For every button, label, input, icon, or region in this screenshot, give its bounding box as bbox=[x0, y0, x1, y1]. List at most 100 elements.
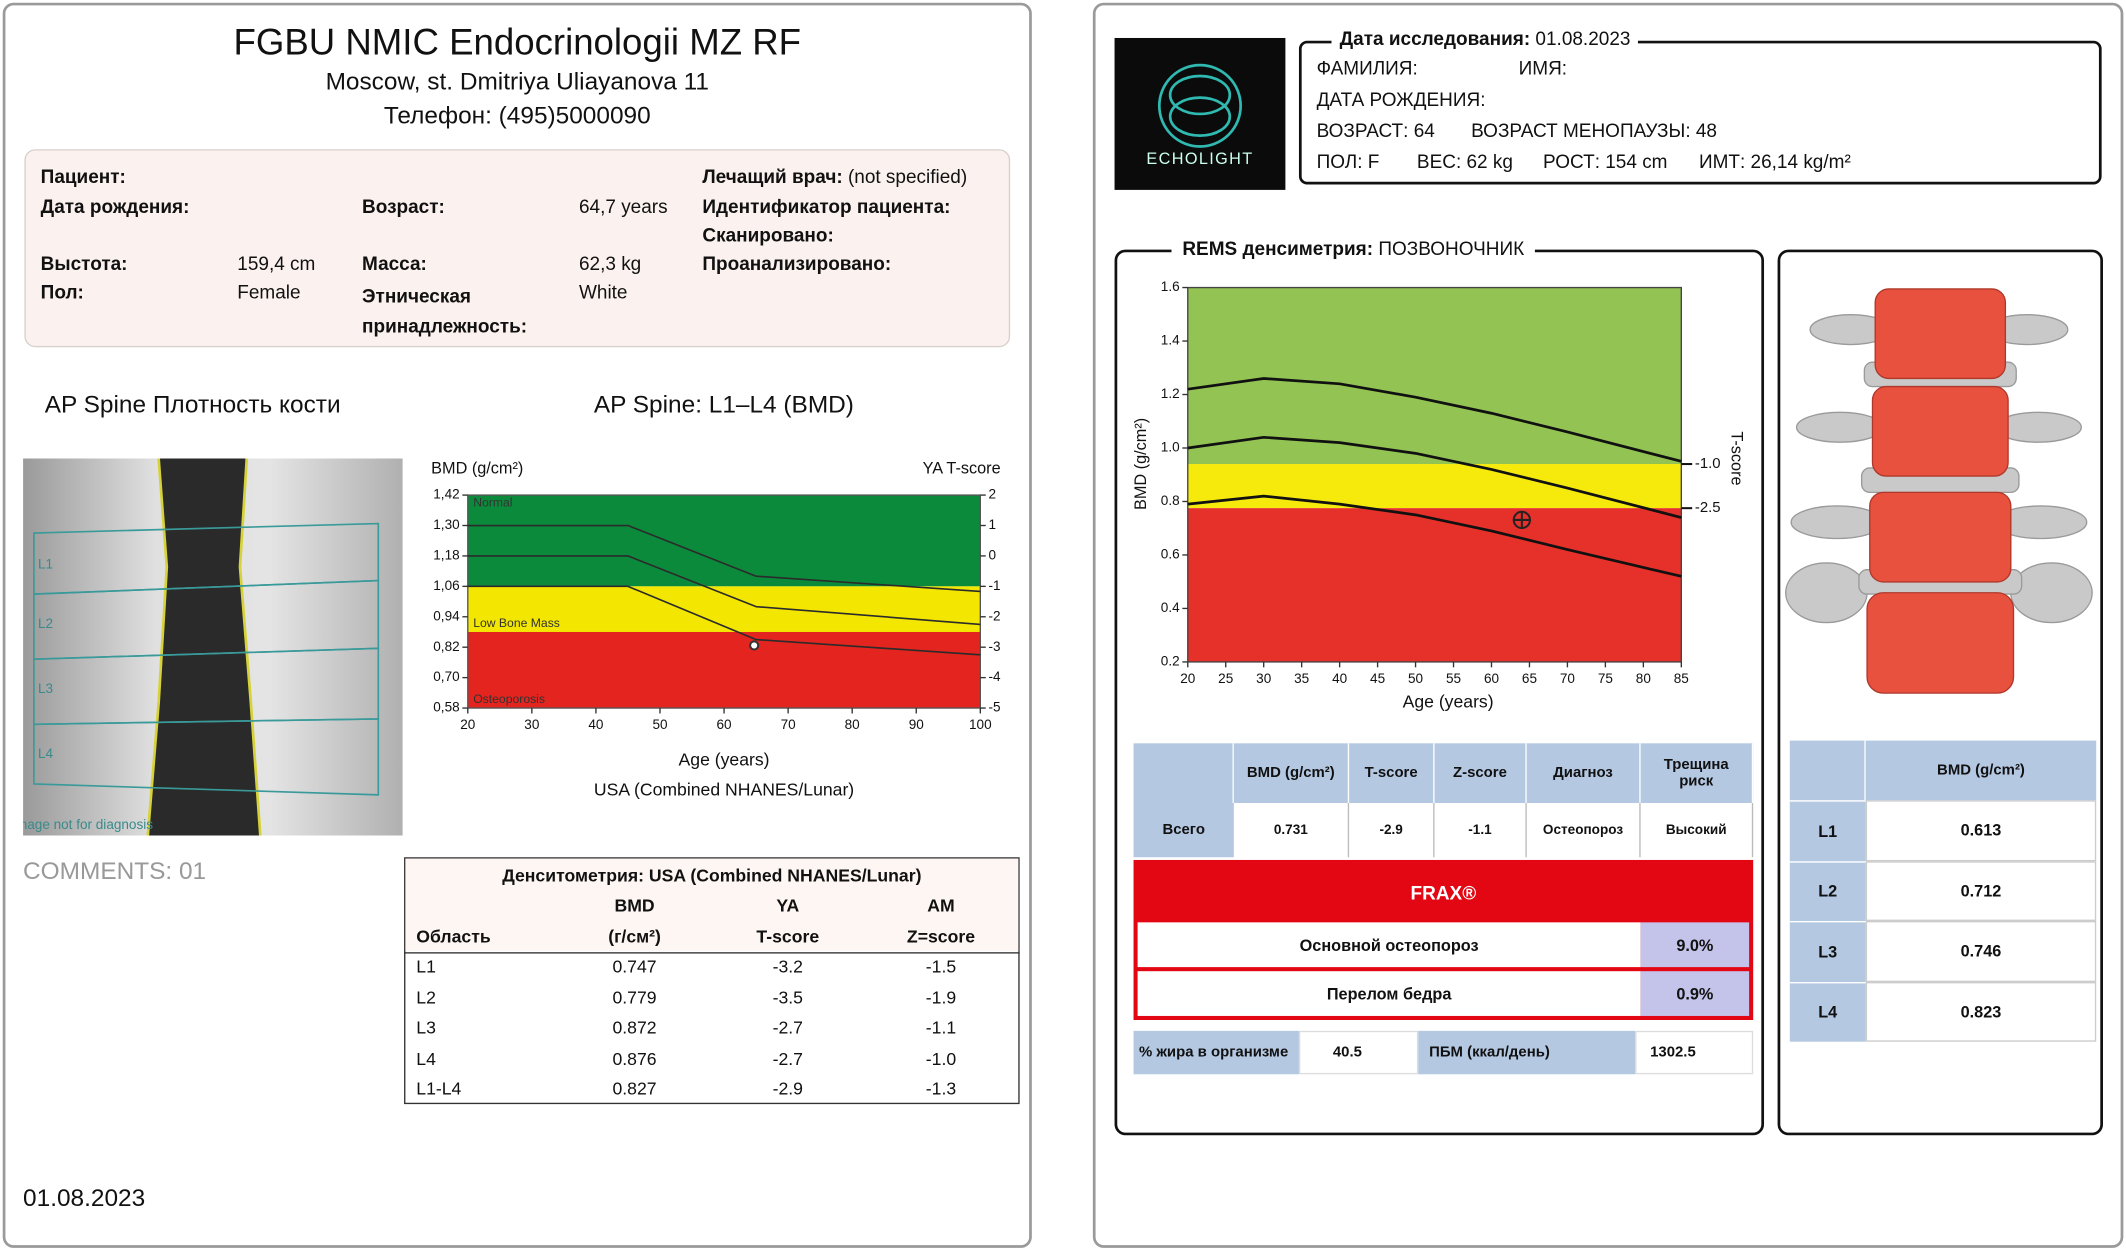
clinic-title: FGBU NMIC Endocrinologii MZ RF bbox=[233, 21, 802, 63]
roi-label: L1 bbox=[38, 556, 53, 571]
label: ФАМИЛИЯ: bbox=[1316, 56, 1418, 79]
label: Дата исследования: bbox=[1339, 27, 1531, 49]
row-header: L4 bbox=[1789, 981, 1866, 1042]
table-corner bbox=[1789, 740, 1866, 801]
value: Female bbox=[237, 280, 301, 303]
value: 01.08.2023 bbox=[1535, 27, 1631, 49]
row-header: L3 bbox=[1789, 920, 1866, 982]
value: 62,3 kg bbox=[578, 252, 642, 274]
label: Проанализировано: bbox=[702, 252, 892, 274]
body-label: ПБМ (ккал/день) bbox=[1418, 1030, 1636, 1075]
roi-label: L4 bbox=[38, 746, 54, 761]
table-cell: L2 bbox=[416, 986, 436, 1008]
label: Дата рождения: bbox=[40, 195, 190, 218]
column-header: Z-score bbox=[1434, 743, 1527, 803]
value: РОСТ: 154 cm bbox=[1543, 150, 1668, 173]
watermark: Image not for diagnosis bbox=[23, 817, 153, 832]
table-cell: 0.731 bbox=[1234, 802, 1350, 858]
vertebra-model bbox=[1785, 288, 2093, 694]
value: 64,7 years bbox=[578, 195, 668, 218]
column-header: T-score bbox=[1349, 743, 1435, 803]
table-cell: 0.823 bbox=[1865, 981, 2097, 1042]
logo-text: ECHOLIGHT bbox=[1146, 149, 1254, 169]
table-cell: -3.5 bbox=[772, 986, 803, 1008]
left-panel bbox=[2, 2, 1032, 1248]
value: ВЕС: 62 kg bbox=[1416, 150, 1513, 173]
table-corner bbox=[1133, 743, 1234, 803]
frax-label: Основной остеопороз bbox=[1137, 922, 1641, 968]
column-header: Область bbox=[416, 926, 491, 947]
header-rule bbox=[404, 952, 1020, 954]
patient-box bbox=[24, 149, 1011, 348]
clinic-address: Moscow, st. Dmitriya Uliayanova 11 bbox=[325, 67, 709, 95]
table-cell: 0.872 bbox=[612, 1017, 657, 1038]
label: Идентификатор пациента: bbox=[702, 195, 951, 218]
label: Возраст: bbox=[362, 195, 445, 218]
chart-heading: AP Spine: L1–L4 (BMD) bbox=[593, 390, 854, 418]
comments: COMMENTS: 01 bbox=[23, 857, 207, 885]
column-header: Диагноз bbox=[1526, 743, 1641, 803]
table-cell: 0.827 bbox=[612, 1078, 657, 1099]
spine-image: L1 L2 L3 L4 Image not for diagnosis bbox=[23, 458, 403, 836]
table-cell: L1-L4 bbox=[416, 1078, 462, 1099]
body-value: 40.5 bbox=[1298, 1030, 1419, 1075]
table-header-bg bbox=[405, 858, 1019, 951]
spine-shadow bbox=[147, 458, 261, 836]
value: White bbox=[578, 280, 628, 303]
label: Этническая принадлежность: bbox=[362, 284, 528, 337]
value: ВОЗРАСТ МЕНОПАУЗЫ: 48 bbox=[1471, 119, 1717, 142]
body-value: 1302.5 bbox=[1635, 1030, 1754, 1075]
table-cell: L1 bbox=[416, 956, 436, 977]
table-cell: -1.5 bbox=[925, 956, 957, 977]
image-title: AP Spine Плотность кости bbox=[44, 390, 341, 418]
value: 159,4 cm bbox=[237, 252, 316, 274]
table-cell: -1.0 bbox=[925, 1047, 957, 1069]
table-cell: L3 bbox=[416, 1017, 436, 1038]
frax-label: Перелом бедра bbox=[1137, 971, 1641, 1016]
label: REMS денсиметрия: bbox=[1182, 237, 1374, 260]
table-cell: 0.746 bbox=[1865, 920, 2097, 982]
exam-date: Дата исследования: 01.08.2023 bbox=[1331, 27, 1639, 49]
row-header: Всего bbox=[1133, 802, 1234, 858]
table-cell: Остеопороз bbox=[1527, 802, 1641, 858]
table-cell: -2.7 bbox=[772, 1017, 803, 1038]
label: ДАТА РОЖДЕНИЯ: bbox=[1316, 88, 1486, 110]
table-cell: 0.613 bbox=[1865, 800, 2097, 861]
label: Сканировано: bbox=[702, 223, 834, 246]
label: Выстота: bbox=[40, 252, 128, 274]
column-header: T-score bbox=[756, 926, 820, 947]
logo-mark bbox=[1157, 63, 1243, 148]
table-cell: -1.1 bbox=[925, 1017, 957, 1038]
value: ПОЗВОНОЧНИК bbox=[1378, 237, 1525, 260]
column-header: YA bbox=[776, 895, 800, 916]
row-header: L2 bbox=[1789, 860, 1866, 921]
report-date: 01.08.2023 bbox=[23, 1184, 146, 1212]
column-header: BMD (g/cm²) bbox=[1233, 743, 1350, 803]
table-cell: L4 bbox=[416, 1047, 436, 1069]
table-cell: -1.3 bbox=[925, 1078, 957, 1099]
column-header: BMD bbox=[614, 895, 655, 916]
table-cell: 0.876 bbox=[612, 1047, 657, 1069]
table-cell: -2.9 bbox=[772, 1078, 803, 1099]
logo: ECHOLIGHT bbox=[1114, 37, 1286, 190]
label: Масса: bbox=[362, 252, 427, 274]
row-header: L1 bbox=[1789, 800, 1866, 861]
table-cell: -1.1 bbox=[1435, 802, 1527, 858]
table-cell: Высокий bbox=[1641, 802, 1754, 858]
right-panel bbox=[1092, 2, 2124, 1248]
doctor-line: Лечащий врач: (not specified) bbox=[702, 165, 967, 187]
frax-title: FRAX® bbox=[1410, 881, 1477, 904]
label: Пол: bbox=[40, 280, 84, 303]
column-header: BMD (g/cm²) bbox=[1865, 740, 2097, 801]
clinic-phone: Телефон: (495)5000090 bbox=[383, 101, 651, 129]
column-header: Трещина риск bbox=[1640, 743, 1754, 803]
section-title: REMS денсиметрия: ПОЗВОНОЧНИК bbox=[1171, 237, 1536, 260]
roi-label: L2 bbox=[38, 616, 53, 631]
body-label: % жира в организме bbox=[1133, 1030, 1299, 1075]
label: ИМЯ: bbox=[1518, 56, 1568, 79]
exam-box bbox=[1298, 40, 2102, 185]
frax-value: 9.0% bbox=[1640, 922, 1750, 968]
